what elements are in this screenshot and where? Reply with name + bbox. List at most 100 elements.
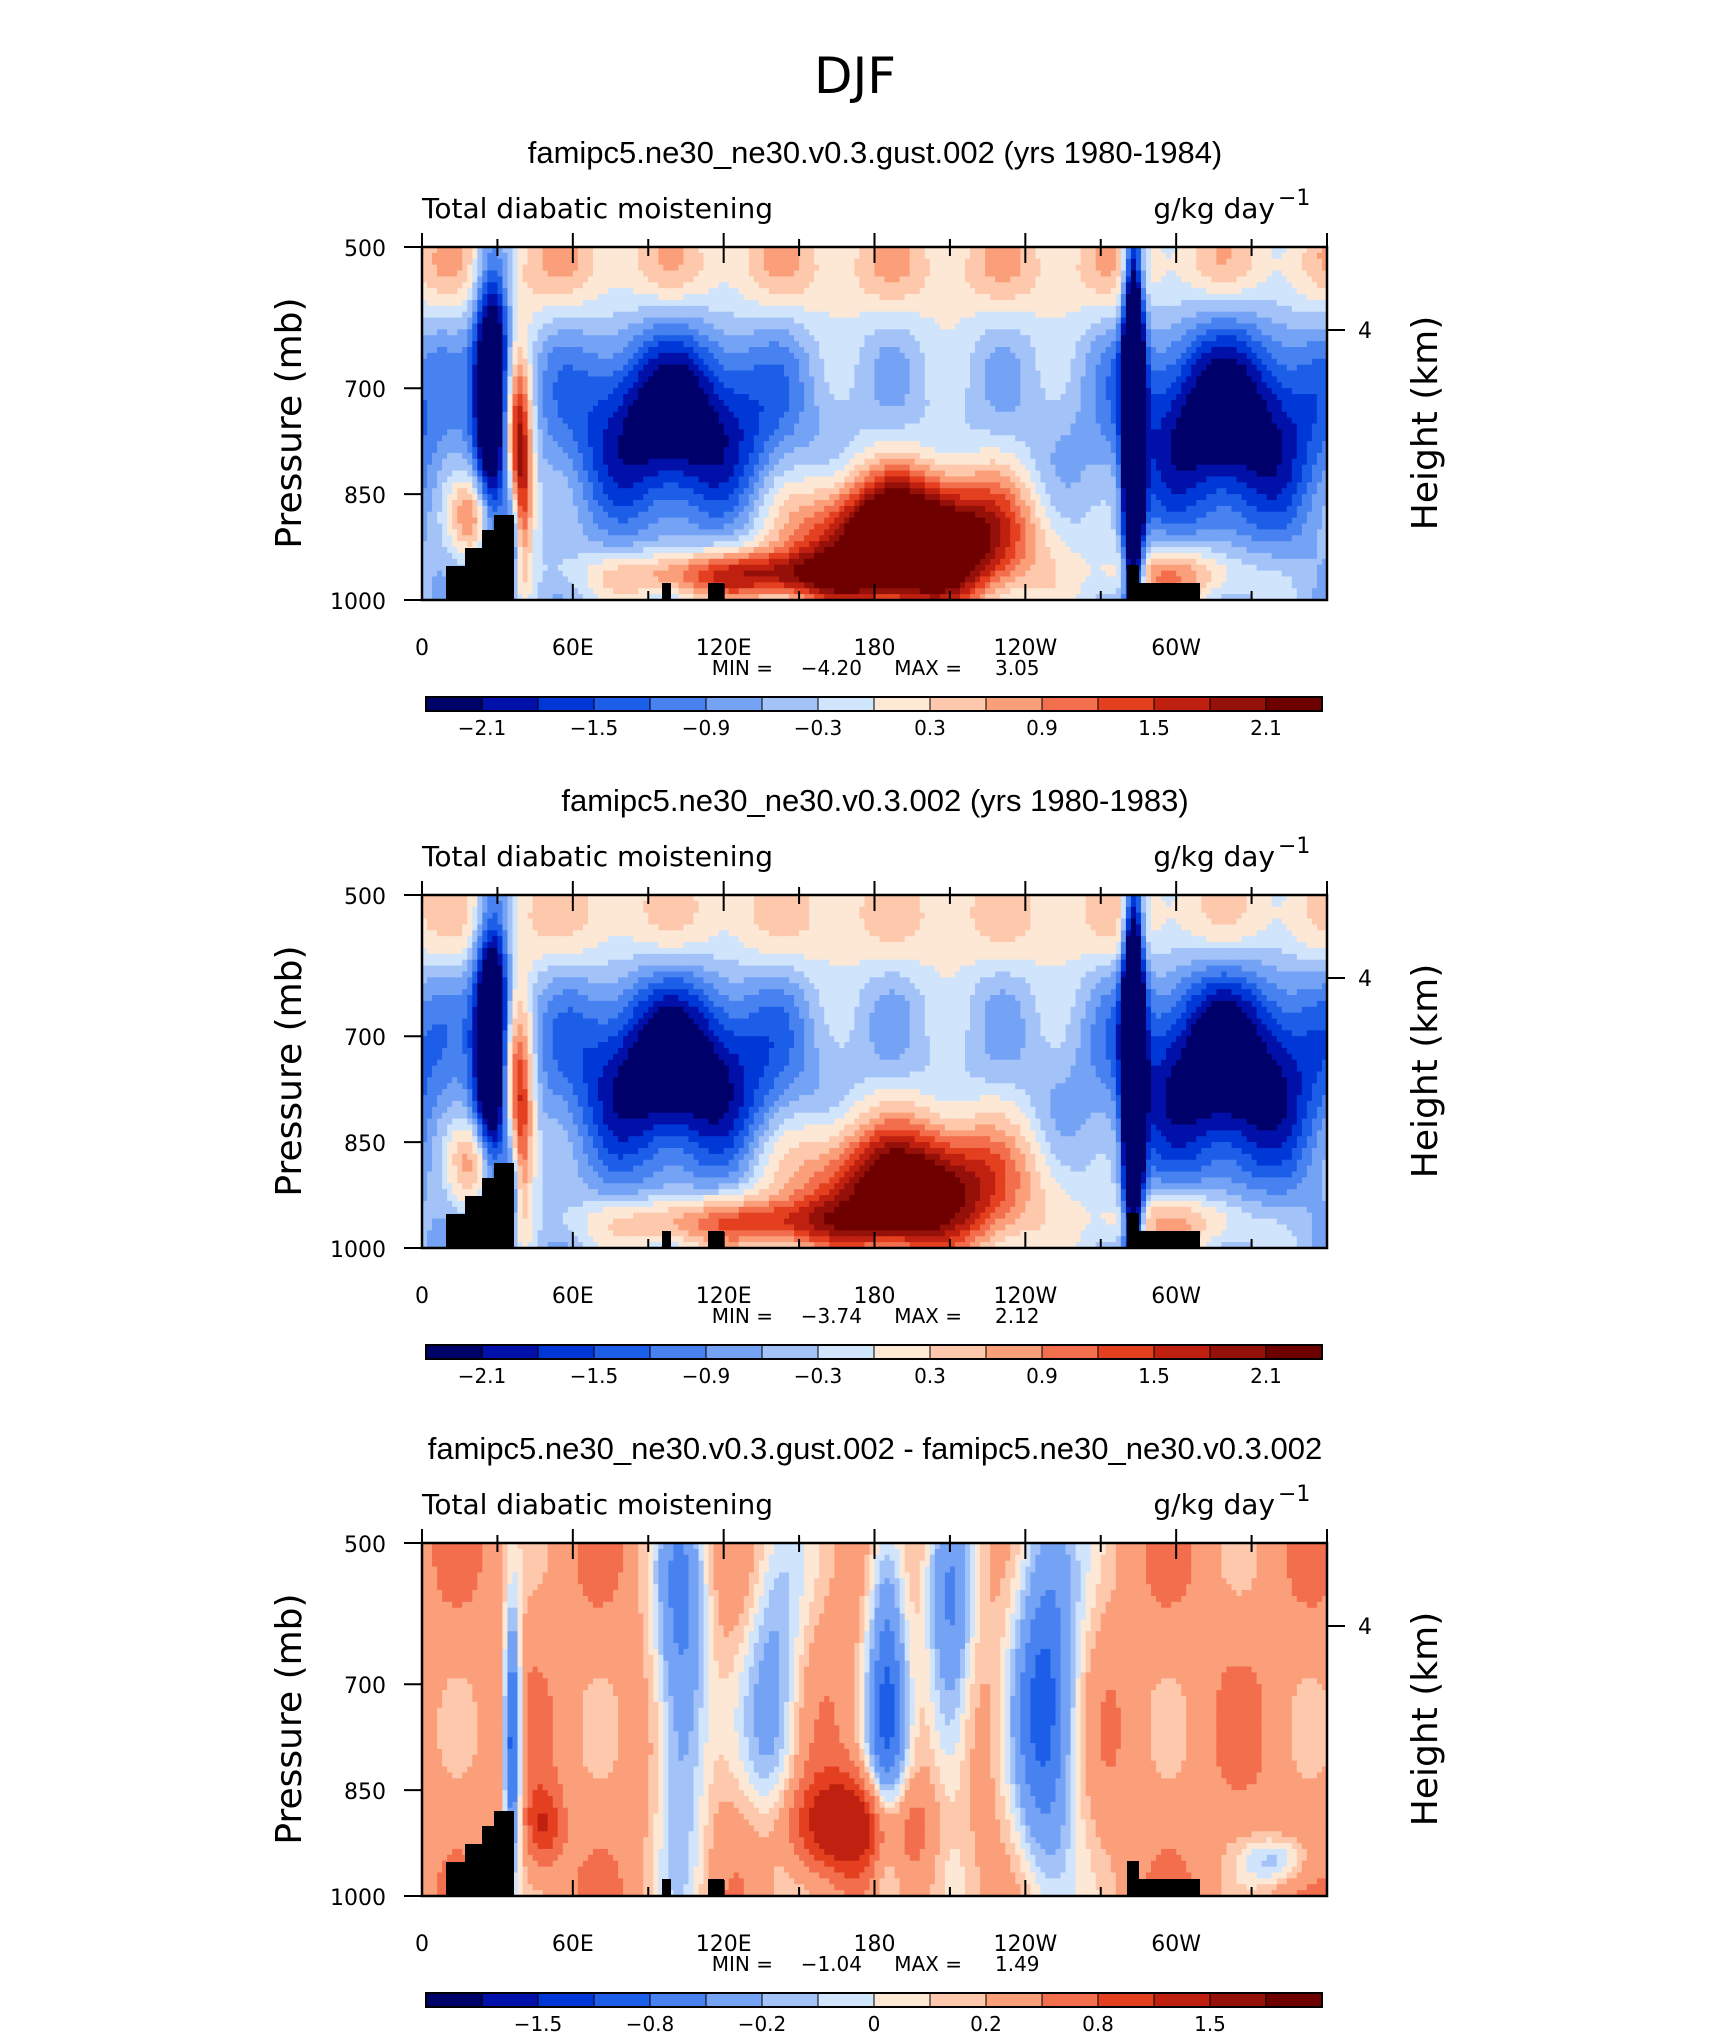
heatmap-cell [563, 253, 569, 259]
heatmap-cell [985, 265, 991, 271]
heatmap-cell [704, 271, 710, 277]
heatmap-cell [492, 265, 498, 271]
heatmap-cell [699, 271, 705, 277]
heatmap-cell [513, 271, 519, 277]
heatmap-cell [704, 265, 710, 271]
heatmap-cell [849, 265, 855, 271]
heatmap-cell [593, 259, 599, 265]
heatmap-cell [1226, 253, 1232, 259]
heatmap-cell [1156, 259, 1162, 265]
heatmap-cell [935, 259, 941, 265]
heatmap-cell [1141, 253, 1147, 259]
heatmap-cell [804, 271, 810, 277]
heatmap-cell [502, 253, 508, 259]
heatmap-cell [1106, 265, 1112, 271]
heatmap-cell [643, 259, 649, 265]
heatmap-cell [970, 265, 976, 271]
heatmap-cell [900, 265, 906, 271]
heatmap-cell [849, 253, 855, 259]
heatmap-cell [799, 265, 805, 271]
heatmap-cell [1171, 265, 1177, 271]
heatmap-cell [1216, 253, 1222, 259]
heatmap-cell [975, 271, 981, 277]
heatmap-cell [1206, 265, 1212, 271]
heatmap-cell [578, 271, 584, 277]
heatmap-cell [432, 265, 438, 271]
heatmap-cell [578, 265, 584, 271]
heatmap-cell [1096, 265, 1102, 271]
heatmap-cell [759, 259, 765, 265]
heatmap-cell [990, 271, 996, 277]
heatmap-cell [895, 253, 901, 259]
heatmap-cell [608, 271, 614, 277]
heatmap-cell [1317, 259, 1323, 265]
heatmap-cell [427, 265, 433, 271]
heatmap-cell [915, 265, 921, 271]
heatmap-cell [583, 265, 589, 271]
heatmap-cell [960, 253, 966, 259]
heatmap-cell [648, 259, 654, 265]
heatmap-cell [452, 259, 458, 265]
heatmap-cell [754, 271, 760, 277]
heatmap-cell [513, 259, 519, 265]
heatmap-cell [1282, 265, 1288, 271]
heatmap-cell [588, 253, 594, 259]
heatmap-cell [1000, 265, 1006, 271]
heatmap-cell [1111, 265, 1117, 271]
heatmap-cell [754, 253, 760, 259]
heatmap-cell [1010, 271, 1016, 277]
heatmap-cell [663, 271, 669, 277]
heatmap-cell [568, 265, 574, 271]
heatmap-cell [970, 259, 976, 265]
heatmap-cell [1231, 259, 1237, 265]
heatmap-cell [1086, 259, 1092, 265]
heatmap-cell [1136, 265, 1142, 271]
heatmap-cell [613, 265, 619, 271]
heatmap-cell [1292, 259, 1298, 265]
heatmap-cell [854, 265, 860, 271]
heatmap-cell [824, 265, 830, 271]
heatmap-cell [699, 259, 705, 265]
heatmap-cell [864, 265, 870, 271]
heatmap-cell [1231, 265, 1237, 271]
heatmap-cell [638, 265, 644, 271]
heatmap-cell [1247, 259, 1253, 265]
heatmap-cell [653, 253, 659, 259]
heatmap-cell [859, 265, 865, 271]
heatmap-cell [769, 259, 775, 265]
heatmap-cell [442, 271, 448, 277]
heatmap-cell [1317, 253, 1323, 259]
heatmap-cell [769, 253, 775, 259]
heatmap-cell [482, 271, 488, 277]
heatmap-cell [487, 271, 493, 277]
heatmap-cell [754, 265, 760, 271]
heatmap-cell [975, 253, 981, 259]
heatmap-cell [658, 265, 664, 271]
heatmap-cell [1091, 253, 1097, 259]
heatmap-cell [1186, 259, 1192, 265]
heatmap-cell [502, 265, 508, 271]
heatmap-cell [603, 259, 609, 265]
heatmap-cell [975, 265, 981, 271]
heatmap-cell [583, 271, 589, 277]
heatmap-cell [814, 265, 820, 271]
heatmap-cell [869, 265, 875, 271]
heatmap-cell [1111, 259, 1117, 265]
heatmap-cell [638, 271, 644, 277]
heatmap-cell [1030, 271, 1036, 277]
heatmap-cell [955, 265, 961, 271]
heatmap-cell [905, 253, 911, 259]
heatmap-cell [1111, 253, 1117, 259]
heatmap-cell [643, 265, 649, 271]
heatmap-cell [694, 271, 700, 277]
heatmap-cell [688, 259, 694, 265]
heatmap-cell [1081, 265, 1087, 271]
heatmap-cell [442, 259, 448, 265]
heatmap-cell [714, 271, 720, 277]
heatmap-cell [658, 253, 664, 259]
heatmap-cell [1161, 259, 1167, 265]
heatmap-cell [603, 253, 609, 259]
heatmap-cell [739, 271, 745, 277]
heatmap-cell [784, 259, 790, 265]
heatmap-cell [1061, 265, 1067, 271]
